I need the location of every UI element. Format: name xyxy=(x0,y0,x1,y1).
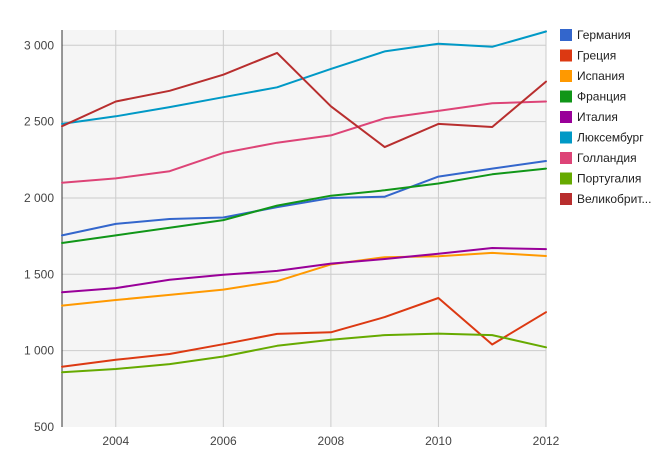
x-tick-label: 2010 xyxy=(425,434,452,448)
series-line[interactable] xyxy=(61,297,547,368)
series-line[interactable] xyxy=(61,332,547,374)
legend-swatch xyxy=(560,193,572,205)
series-line[interactable] xyxy=(61,247,547,294)
legend-swatch xyxy=(560,111,572,123)
series-line[interactable] xyxy=(61,30,547,125)
legend-label: Голландия xyxy=(577,151,637,165)
legend-label: Германия xyxy=(577,28,631,42)
series-line[interactable] xyxy=(61,167,547,244)
y-tick-label: 2 500 xyxy=(24,115,54,129)
legend-swatch xyxy=(560,172,572,185)
legend-item[interactable]: Германия xyxy=(560,28,631,42)
legend-swatch xyxy=(560,29,572,41)
legend-item[interactable]: Португалия xyxy=(560,172,641,186)
y-tick-label: 2 000 xyxy=(24,191,54,205)
legend-item[interactable]: Великобрит... xyxy=(560,192,651,206)
x-tick-label: 2006 xyxy=(210,434,237,448)
legend-label: Великобрит... xyxy=(577,192,651,206)
legend-swatch xyxy=(560,152,572,164)
x-tick-label: 2008 xyxy=(318,434,345,448)
series-lines xyxy=(61,30,547,374)
series-line[interactable] xyxy=(61,51,547,149)
x-tick-label: 2004 xyxy=(102,434,129,448)
grid-lines xyxy=(62,30,547,427)
legend-item[interactable]: Испания xyxy=(560,69,625,83)
y-tick-label: 500 xyxy=(34,420,54,434)
legend-label: Греция xyxy=(577,49,616,63)
legend-label: Франция xyxy=(577,90,626,104)
y-tick-label: 3 000 xyxy=(24,38,54,52)
series-line[interactable] xyxy=(61,100,547,184)
legend-item[interactable]: Франция xyxy=(560,90,626,104)
legend-item[interactable]: Греция xyxy=(560,49,616,63)
y-tick-labels: 500 1 000 1 500 2 000 2 500 3 000 xyxy=(24,38,54,434)
legend-swatch xyxy=(560,131,572,144)
legend-label: Италия xyxy=(577,110,618,124)
series-line[interactable] xyxy=(61,251,547,307)
legend-label: Испания xyxy=(577,69,625,83)
legend-label: Португалия xyxy=(577,172,641,186)
legend-item[interactable]: Голландия xyxy=(560,151,637,165)
series-line[interactable] xyxy=(61,160,547,237)
x-tick-label: 2012 xyxy=(533,434,560,448)
legend[interactable]: Германия Греция Испания Франция Италия Люксем… xyxy=(560,28,651,206)
legend-item[interactable]: Италия xyxy=(560,110,618,124)
y-tick-label: 1 000 xyxy=(24,344,54,358)
legend-swatch xyxy=(560,90,572,103)
legend-swatch xyxy=(560,49,572,62)
legend-swatch xyxy=(560,70,572,82)
legend-item[interactable]: Люксембург xyxy=(560,131,644,145)
y-tick-label: 1 500 xyxy=(24,267,54,281)
legend-label: Люксембург xyxy=(577,131,644,145)
x-tick-labels: 2004 2006 2008 2010 2012 xyxy=(102,434,559,448)
